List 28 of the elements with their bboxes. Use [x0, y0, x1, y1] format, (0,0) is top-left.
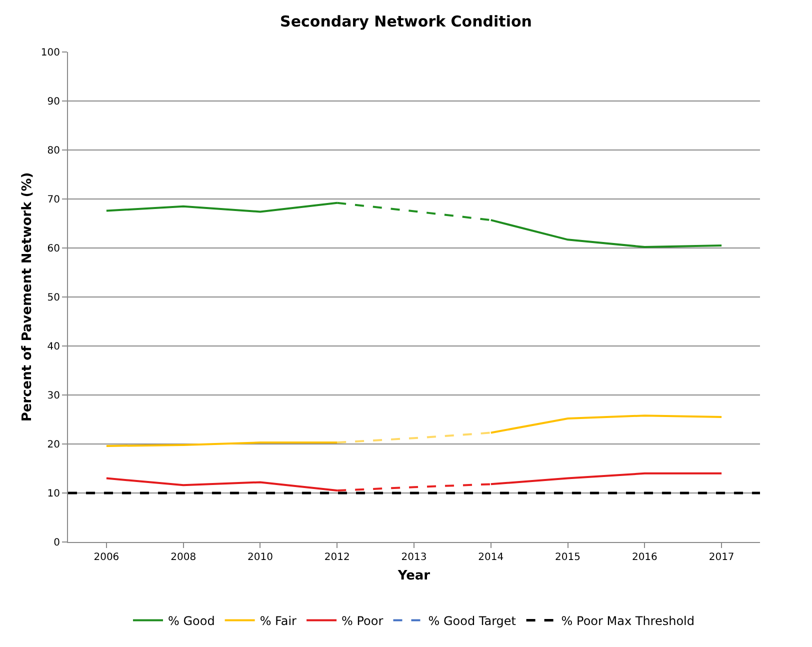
x-tick-label: 2015 [555, 552, 581, 563]
x-tick-label: 2016 [632, 552, 658, 563]
y-tick-label: 100 [40, 48, 60, 58]
x-tick-label: 2010 [247, 552, 273, 563]
y-tick-label: 50 [47, 292, 60, 304]
y-tick-label: 90 [47, 96, 60, 108]
legend-label: % Fair [260, 614, 297, 628]
chart-title: Secondary Network Condition [280, 12, 532, 31]
y-tick-label: 20 [47, 440, 60, 450]
y-tick-label: 70 [47, 194, 60, 206]
y-tick-label: 60 [47, 244, 60, 254]
x-tick-label: 2017 [708, 552, 734, 563]
y-tick-label: 30 [47, 390, 60, 402]
legend-label: % Good Target [428, 614, 516, 628]
legend-label: % Poor [342, 614, 384, 628]
x-tick-label: 2006 [94, 552, 120, 563]
y-tick-label: 40 [47, 342, 60, 352]
y-axis-title: Percent of Pavement Network (%) [20, 172, 35, 422]
legend-label: % Poor Max Threshold [561, 614, 695, 628]
y-tick-label: 80 [47, 146, 60, 156]
x-axis-title: Year [396, 568, 431, 584]
x-tick-label: 2008 [170, 552, 196, 563]
y-tick-label: 0 [54, 538, 60, 548]
x-tick-label: 2013 [401, 552, 427, 563]
x-tick-label: 2012 [324, 552, 350, 563]
x-tick-label: 2014 [478, 552, 504, 563]
y-tick-label: 10 [47, 488, 60, 500]
legend-label: % Good [168, 614, 215, 628]
